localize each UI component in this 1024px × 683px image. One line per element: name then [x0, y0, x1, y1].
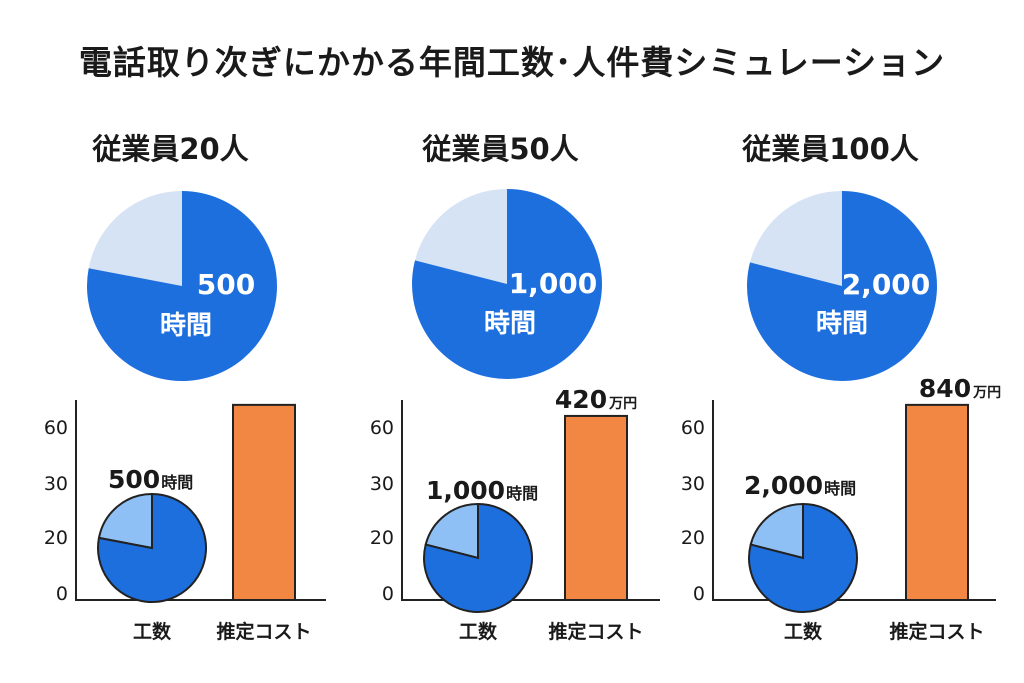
- pie-slice-hours: [411, 189, 602, 379]
- y-tick-label: 0: [56, 583, 68, 605]
- panel-heading: 従業員100人: [742, 132, 919, 166]
- mini-pie-slice-other: [424, 502, 479, 560]
- pie-value-label: 1,000: [509, 267, 598, 300]
- bar-value-unit: 万円: [972, 385, 1001, 401]
- x-category-label: 推定コスト: [216, 620, 311, 643]
- mini-pie-value: 2,000: [744, 471, 823, 500]
- mini-pie-label: 1,000時間: [426, 476, 538, 505]
- y-tick-label: 30: [44, 473, 68, 495]
- mini-pie-value: 1,000: [426, 476, 505, 505]
- mini-pie-unit: 時間: [824, 479, 856, 498]
- bar-value-label: 420 万円: [555, 385, 637, 414]
- page-title: 電話取り次ぎにかかる年間工数･人件費シミュレーション: [78, 43, 946, 82]
- pie-unit-label: 時間: [484, 309, 536, 339]
- panel-heading: 従業員20人: [92, 132, 249, 166]
- y-tick-label: 20: [44, 527, 68, 549]
- mini-pie-slice-other: [97, 492, 153, 550]
- x-category-label: 推定コスト: [889, 620, 984, 643]
- mini-pie-slice-hours: [97, 492, 207, 603]
- bar-value-unit: 万円: [608, 396, 637, 412]
- pie-slice-hours: [747, 191, 937, 381]
- pie-slice-other: [88, 191, 182, 286]
- bar-value-number: 840: [919, 374, 971, 403]
- y-tick-label: 60: [370, 417, 394, 439]
- x-category-label: 推定コスト: [548, 620, 643, 643]
- x-category-label: 工数: [784, 620, 823, 643]
- y-tick-label: 60: [44, 417, 68, 439]
- pie-value-label: 500: [197, 268, 255, 301]
- mini-pie-slice-hours: [748, 502, 858, 613]
- bar-value-number: 420: [555, 385, 607, 414]
- panel-50-employees: 従業員50人 1,000 時間 60 30 20 0 420 万円 1,000時間 工数 推定コスト: [330, 0, 671, 683]
- pie-slice-hours: [86, 191, 277, 381]
- y-tick-label: 30: [681, 473, 705, 495]
- x-category-label: 工数: [133, 620, 172, 643]
- mini-pie-label: 500時間: [108, 465, 193, 494]
- x-category-label: 工数: [459, 620, 498, 643]
- y-tick-label: 20: [370, 527, 394, 549]
- bar-estimated-cost: [905, 403, 969, 601]
- y-tick-label: 0: [382, 583, 394, 605]
- mini-pie-label: 2,000時間: [744, 471, 856, 500]
- y-tick-label: 0: [693, 583, 705, 605]
- pie-slice-other: [749, 191, 842, 286]
- pie-slice-other: [414, 189, 507, 284]
- pie-value-label: 2,000: [842, 268, 931, 301]
- y-tick-label: 60: [681, 417, 705, 439]
- panel-100-employees: 従業員100人 2,000 時間 60 30 20 0 840 万円 2,000時間 工数 推定コス…: [660, 0, 1001, 683]
- pie-unit-label: 時間: [816, 309, 868, 339]
- pie-unit-label: 時間: [160, 311, 212, 341]
- bar-value-label: 840 万円: [919, 374, 1001, 403]
- panel-heading: 従業員50人: [422, 132, 579, 166]
- y-tick-label: 20: [681, 527, 705, 549]
- y-tick-label: 30: [370, 473, 394, 495]
- mini-pie-unit: 時間: [506, 484, 538, 503]
- mini-pie-slice-hours: [423, 502, 533, 613]
- bar-estimated-cost: [232, 403, 296, 601]
- mini-pie-unit: 時間: [161, 473, 193, 492]
- bar-estimated-cost: [564, 414, 628, 601]
- mini-pie-value: 500: [108, 465, 160, 494]
- panel-20-employees: 従業員20人 500 時間 60 30 20 0 500時間 工数 推定コスト: [0, 0, 341, 683]
- mini-pie-slice-other: [749, 502, 804, 560]
